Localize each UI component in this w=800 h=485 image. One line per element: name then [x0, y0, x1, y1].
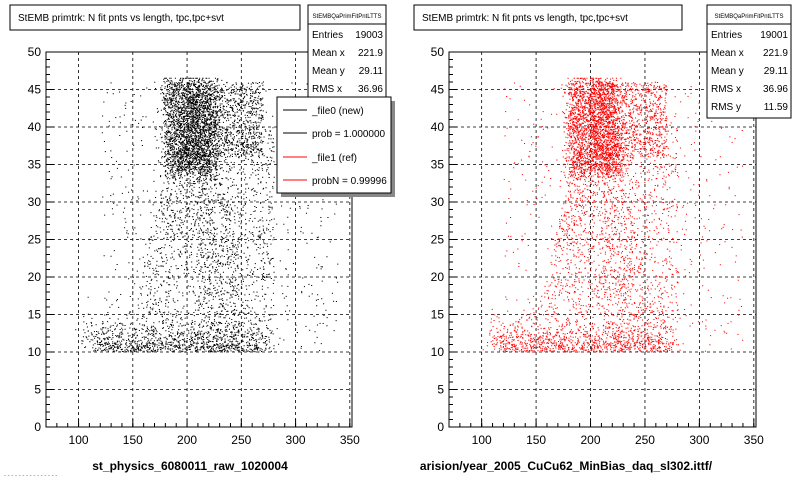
left-stats-box: StEMBQaPrimFitPntLTTS Entries 19003 Mean…	[307, 4, 387, 99]
y-tick-label: 25	[431, 233, 445, 247]
y-tick-label: 10	[28, 345, 42, 359]
left-title-box	[9, 4, 301, 31]
x-tick-label: 200	[581, 433, 601, 447]
y-tick-label: 50	[28, 45, 42, 59]
x-tick-label: 250	[635, 433, 655, 447]
left-legend: _file0 (new) prob = 1.000000 _file1 (ref…	[276, 96, 395, 197]
legend-label-3: probN = 0.99996	[312, 176, 387, 187]
left-stats-label-0: Entries	[312, 30, 343, 41]
left-data-points	[75, 77, 340, 353]
x-tick-label: 350	[340, 433, 360, 447]
left-panel: StEMB primtrk: N fit pnts vs length, tpc…	[9, 4, 395, 473]
left-stats-label-2: Mean y	[312, 66, 345, 77]
y-tick-label: 20	[28, 270, 42, 284]
left-stats-title: StEMBQaPrimFitPntLTTS	[313, 14, 382, 20]
left-chart-title: StEMB primtrk: N fit pnts vs length, tpc…	[18, 13, 224, 24]
left-axis-ticks: 100 150 200 250 300 350 0 5 10 15 20 25 30 35 40 45 50	[28, 45, 361, 447]
y-tick-label: 50	[431, 45, 445, 59]
y-tick-label: 45	[28, 83, 42, 97]
left-x-axis-label: st_physics_6080011_raw_1020004	[92, 459, 288, 473]
legend-label-1: prob = 1.000000	[312, 129, 386, 140]
right-stats-label-2: Mean y	[711, 66, 744, 77]
right-chart-title: StEMB primtrk: N fit pnts vs length, tpc…	[422, 13, 628, 24]
left-stats-value-0: 19003	[355, 30, 383, 41]
right-stats-box: StEMBQaPrimFitPntLTTS Entries 19001 Mean…	[706, 4, 792, 119]
y-tick-label: 15	[28, 308, 42, 322]
x-tick-label: 100	[472, 433, 492, 447]
y-tick-label: 5	[437, 383, 444, 397]
right-panel: StEMB primtrk: N fit pnts vs length, tpc…	[413, 4, 792, 473]
x-tick-label: 300	[286, 433, 306, 447]
legend-label-0: _file0 (new)	[311, 106, 364, 117]
x-tick-label: 250	[231, 433, 251, 447]
right-stats-value-2: 29.11	[764, 66, 789, 77]
right-stats-title: StEMBQaPrimFitPntLTTS	[715, 14, 784, 20]
right-axis-ticks: 100 150 200 250 300 350 0 5 10 15 20 25 30 35 40 45 50	[431, 45, 765, 447]
y-tick-label: 0	[34, 420, 41, 434]
right-stats-label-0: Entries	[711, 30, 742, 41]
y-tick-label: 40	[28, 120, 42, 134]
right-stats-value-1: 221.9	[763, 48, 788, 59]
left-stats-value-3: 36.96	[358, 84, 383, 95]
y-tick-label: 25	[28, 233, 42, 247]
right-scatter-points	[482, 77, 744, 353]
left-stats-label-3: RMS x	[312, 84, 342, 95]
right-title-box	[413, 4, 683, 31]
y-tick-label: 10	[431, 345, 445, 359]
y-tick-label: 45	[431, 83, 445, 97]
x-tick-label: 100	[69, 433, 89, 447]
right-x-axis-label: arision/year_2005_CuCu62_MinBias_daq_sl3…	[420, 459, 713, 473]
left-stats-value-1: 221.9	[358, 48, 383, 59]
y-tick-label: 35	[431, 158, 445, 172]
right-stats-label-3: RMS x	[711, 84, 741, 95]
left-scatter-points	[75, 77, 340, 353]
y-tick-label: 30	[28, 195, 42, 209]
right-stats-value-0: 19001	[760, 30, 788, 41]
y-tick-label: 0	[437, 420, 444, 434]
y-tick-label: 35	[28, 158, 42, 172]
bottom-caption: - - - - - - - - - - - - - - -	[4, 473, 57, 479]
x-tick-label: 200	[177, 433, 197, 447]
x-tick-label: 300	[689, 433, 709, 447]
right-stats-value-3: 36.96	[763, 84, 788, 95]
x-tick-label: 350	[744, 433, 764, 447]
right-stats-label-4: RMS y	[711, 102, 741, 113]
x-tick-label: 150	[123, 433, 143, 447]
y-tick-label: 5	[34, 383, 41, 397]
right-stats-value-4: 11.59	[764, 102, 789, 113]
right-stats-label-1: Mean x	[711, 48, 744, 59]
right-data-points	[482, 77, 744, 353]
left-stats-label-1: Mean x	[312, 48, 345, 59]
y-tick-label: 30	[431, 195, 445, 209]
y-tick-label: 20	[431, 270, 445, 284]
y-tick-label: 15	[431, 308, 445, 322]
y-tick-label: 40	[431, 120, 445, 134]
left-stats-value-2: 29.11	[359, 66, 384, 77]
x-tick-label: 150	[526, 433, 546, 447]
legend-label-2: _file1 (ref)	[311, 153, 357, 164]
